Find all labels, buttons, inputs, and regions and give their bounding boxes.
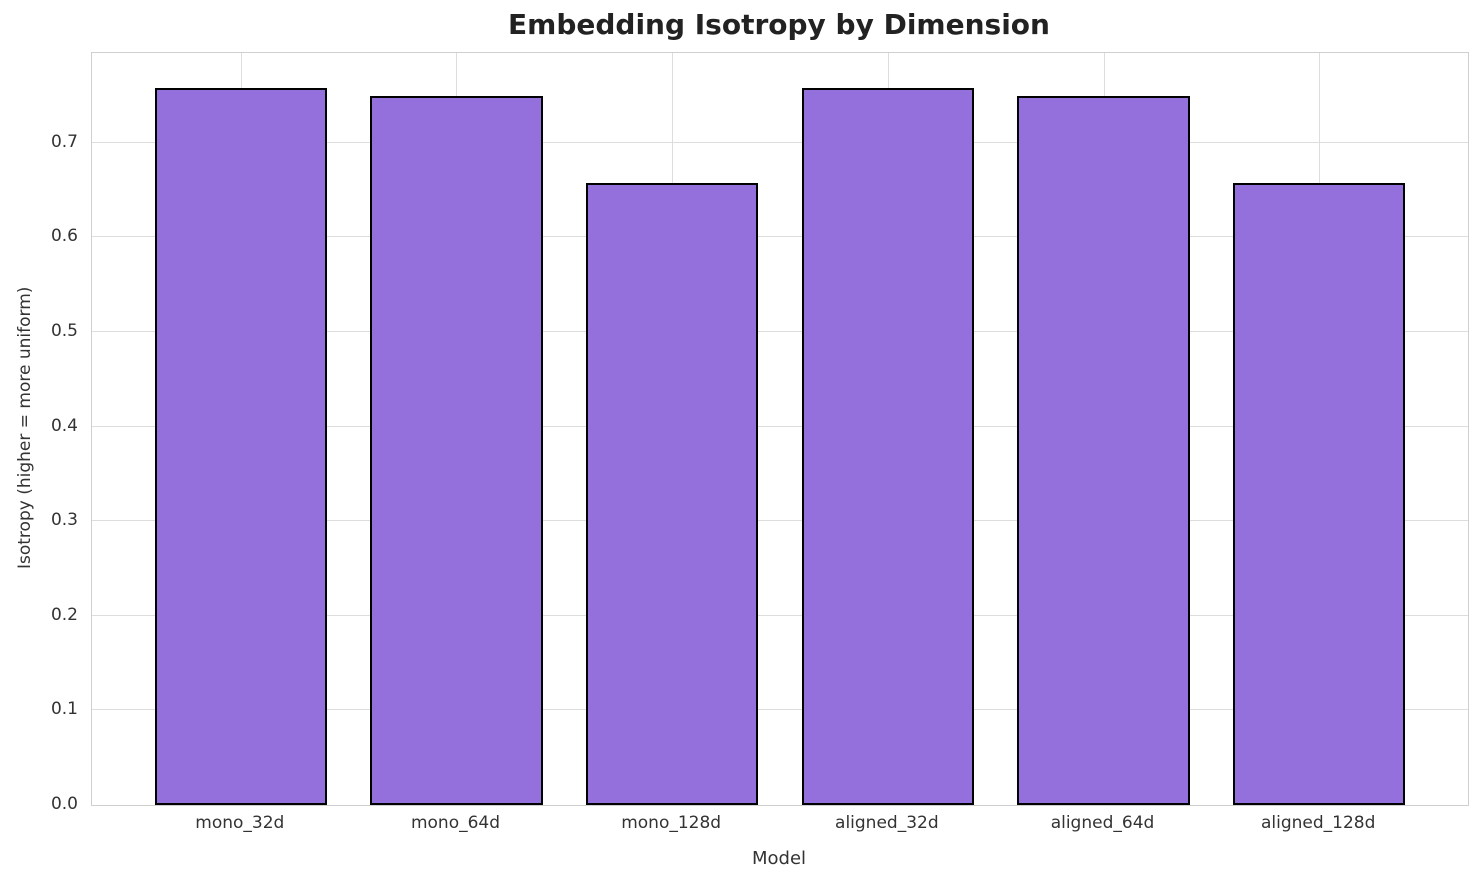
y-gridline bbox=[92, 141, 1468, 143]
x-tick-label-aligned_32d: aligned_32d bbox=[835, 813, 939, 833]
x-tick-label-mono_64d: mono_64d bbox=[410, 813, 501, 833]
y-tick-label: 0.6 bbox=[50, 226, 78, 247]
bar-aligned_128d bbox=[1232, 182, 1406, 805]
y-tick-label: 0.2 bbox=[50, 604, 78, 625]
y-gridline bbox=[92, 425, 1468, 427]
y-gridline bbox=[92, 331, 1468, 333]
x-tick-labels: mono_32d mono_64d mono_128d aligned_32d alig… bbox=[91, 813, 1467, 835]
y-gridline bbox=[92, 236, 1468, 238]
x-tick-label-aligned_128d: aligned_128d bbox=[1260, 813, 1376, 833]
bar-mono_64d bbox=[370, 95, 543, 805]
bar-mono_32d bbox=[154, 88, 328, 805]
y-gridline bbox=[92, 709, 1468, 711]
x-axis-label: Model bbox=[751, 848, 807, 869]
bar-aligned_32d bbox=[801, 88, 975, 805]
y-tick-labels: 0.0 0.1 0.2 0.3 0.4 0.5 0.6 0.7 bbox=[0, 52, 78, 814]
bar-aligned_64d bbox=[1017, 95, 1190, 805]
y-tick-label: 0.7 bbox=[50, 131, 78, 152]
chart-title: Embedding Isotropy by Dimension bbox=[508, 8, 1050, 41]
y-gridline bbox=[92, 614, 1468, 616]
y-gridline bbox=[92, 520, 1468, 522]
x-tick-label-mono_128d: mono_128d bbox=[621, 813, 722, 833]
y-tick-label: 0.0 bbox=[50, 794, 78, 814]
x-tick-label-aligned_64d: aligned_64d bbox=[1050, 813, 1155, 833]
bar-mono_128d bbox=[585, 182, 759, 805]
y-tick-label: 0.1 bbox=[50, 699, 78, 720]
y-tick-label: 0.4 bbox=[50, 415, 78, 436]
plot-area bbox=[91, 52, 1469, 806]
y-tick-label: 0.5 bbox=[50, 321, 78, 342]
y-tick-label: 0.3 bbox=[50, 510, 78, 531]
x-tick-label-mono_32d: mono_32d bbox=[195, 813, 285, 833]
